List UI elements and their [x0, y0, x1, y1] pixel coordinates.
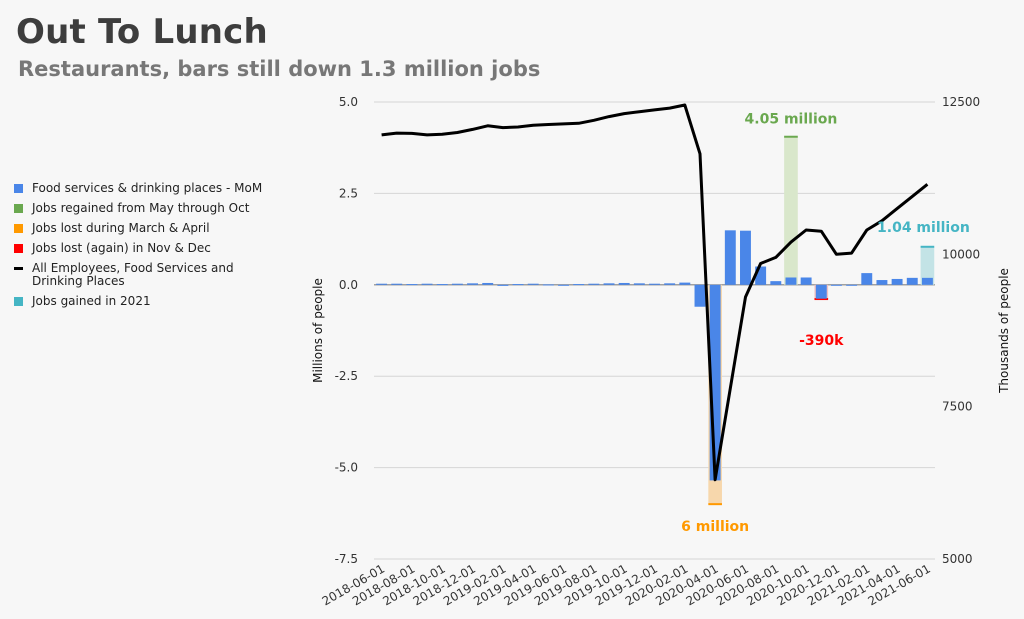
mom-bar [906, 277, 918, 285]
mom-bar [709, 284, 721, 481]
mom-bar [770, 281, 782, 285]
mom-bar [406, 284, 418, 286]
mom-bar [755, 266, 767, 285]
y2-tick-label: 12500 [942, 95, 980, 109]
legend-item-lost-march-april[interactable]: Jobs lost during March & April [14, 222, 284, 235]
mom-bar [800, 277, 812, 285]
mom-bar [785, 277, 797, 285]
mom-bar [467, 283, 479, 285]
mom-bar [921, 277, 933, 285]
highlight-gained-2021-bar [920, 246, 935, 285]
mom-bar [830, 284, 842, 286]
y-axis-title: Millions of people [311, 278, 325, 383]
legend: Food services & drinking places - MoM Jo… [14, 182, 284, 315]
mom-bar [876, 280, 888, 285]
legend-item-all-employees[interactable]: All Employees, Food Services and Drinkin… [14, 262, 284, 288]
mom-bar [679, 282, 691, 285]
mom-bar [846, 284, 858, 286]
legend-swatch-lost-march-april [14, 224, 23, 233]
mom-bar [451, 283, 463, 285]
y-tick-label: -5.0 [335, 461, 358, 475]
legend-item-mom[interactable]: Food services & drinking places - MoM [14, 182, 284, 195]
mom-bar [497, 284, 509, 286]
legend-swatch-regained [14, 204, 23, 213]
mom-bar [391, 283, 403, 285]
annotation-gained-2021: 1.04 million [877, 220, 970, 236]
mom-bar [573, 284, 585, 286]
legend-swatch-mom [14, 184, 23, 193]
chart-title: Out To Lunch [16, 12, 268, 52]
mom-bar [558, 284, 569, 286]
legend-item-regained[interactable]: Jobs regained from May through Oct [14, 202, 284, 215]
mom-bar [694, 284, 706, 307]
mom-bar [603, 283, 615, 285]
mom-bar [649, 283, 660, 285]
chart-subtitle: Restaurants, bars still down 1.3 million… [18, 57, 541, 81]
legend-item-gained-2021[interactable]: Jobs gained in 2021 [14, 295, 284, 308]
employment-line [381, 103, 929, 482]
mom-bar [512, 284, 524, 286]
mom-bar [527, 283, 539, 285]
legend-swatch-gained-2021 [14, 297, 23, 306]
annotation-lost-nov-dec: -390k [799, 333, 844, 349]
mom-bar [664, 283, 676, 285]
y-tick-label: 2.5 [339, 186, 358, 200]
y-tick-label: -2.5 [335, 369, 358, 383]
mom-bar [588, 283, 600, 285]
y2-axis-title: Thousands of people [997, 268, 1011, 394]
mom-bar [861, 273, 873, 285]
mom-bar [482, 282, 494, 285]
mom-bar [724, 230, 736, 285]
annotation-lost-march-april: 6 million [681, 519, 749, 535]
y-tick-label: 5.0 [339, 95, 358, 109]
highlight-regained-bar [784, 136, 798, 285]
legend-label-mom: Food services & drinking places - MoM [32, 181, 263, 195]
y2-tick-label: 7500 [942, 400, 973, 414]
y-tick-label: -7.5 [335, 552, 358, 566]
mom-bar [618, 282, 630, 285]
mom-bar [436, 284, 448, 286]
mom-bar [891, 278, 903, 285]
mom-bar [542, 284, 554, 286]
legend-label-regained: Jobs regained from May through Oct [32, 201, 250, 215]
legend-item-lost-nov-dec[interactable]: Jobs lost (again) in Nov & Dec [14, 242, 284, 255]
legend-label-gained-2021: Jobs gained in 2021 [32, 294, 151, 308]
legend-label-lost-nov-dec: Jobs lost (again) in Nov & Dec [32, 241, 211, 255]
legend-swatch-all-employees [14, 267, 23, 270]
legend-label-all-employees: All Employees, Food Services and Drinkin… [32, 261, 234, 288]
mom-bar [815, 284, 827, 299]
mom-bar [633, 283, 645, 285]
annotation-regained: 4.05 million [745, 112, 838, 128]
legend-label-lost-march-april: Jobs lost during March & April [32, 221, 210, 235]
legend-swatch-lost-nov-dec [14, 244, 23, 253]
mom-bar [376, 283, 388, 285]
y-tick-label: 0.0 [339, 278, 358, 292]
y2-tick-label: 5000 [942, 552, 973, 566]
mom-bar [421, 283, 433, 285]
y2-tick-label: 10000 [942, 247, 980, 261]
mom-bar [740, 230, 751, 285]
